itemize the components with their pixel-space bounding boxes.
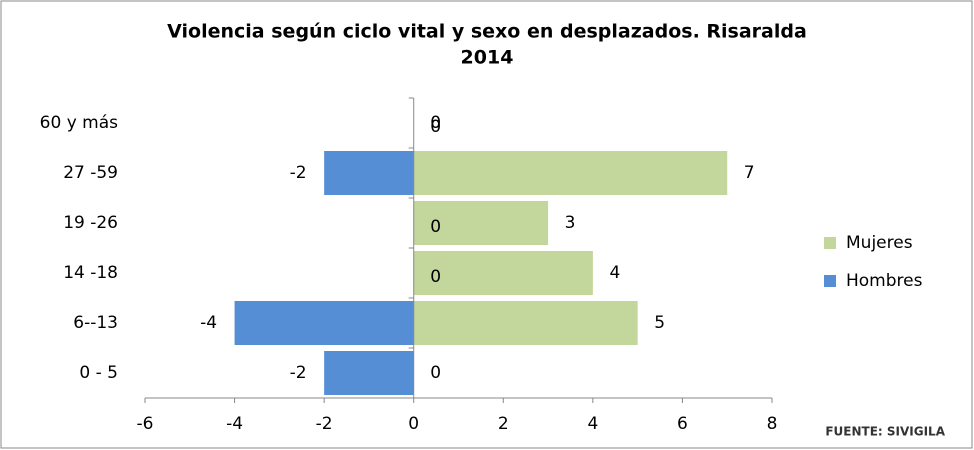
y-tick-label: 19 -26 — [63, 213, 118, 233]
bar — [324, 351, 414, 395]
bar — [413, 151, 728, 195]
x-tick-label: 4 — [587, 414, 598, 434]
legend-swatch — [824, 237, 836, 249]
y-tick-label: 14 -18 — [63, 263, 118, 283]
x-tick-label: 0 — [408, 414, 419, 434]
chart-title: Violencia según ciclo vital y sexo en de… — [167, 21, 807, 43]
data-label: -2 — [290, 163, 307, 183]
data-label: 0 — [430, 363, 441, 383]
data-label: 0 — [430, 113, 441, 133]
x-tick-label: 2 — [498, 414, 509, 434]
legend-label: Mujeres — [846, 233, 913, 253]
data-label: 4 — [609, 263, 620, 283]
x-tick-label: 6 — [677, 414, 688, 434]
source: FUENTE: SIVIGILA — [825, 425, 945, 439]
y-tick-label: 27 -59 — [63, 163, 118, 183]
data-label: 3 — [565, 213, 576, 233]
y-tick-label: 6--13 — [73, 313, 118, 333]
x-tick-label: 8 — [767, 414, 778, 434]
data-label: 0 — [430, 117, 441, 137]
data-label: -4 — [200, 313, 217, 333]
x-tick-label: -2 — [316, 414, 333, 434]
bar — [413, 201, 549, 245]
chart-title: 2014 — [461, 47, 514, 69]
bar — [324, 151, 414, 195]
data-label: -2 — [290, 363, 307, 383]
data-label: 5 — [654, 313, 665, 333]
bar — [413, 251, 593, 295]
data-label: 7 — [744, 163, 755, 183]
bar — [413, 301, 638, 345]
legend-swatch — [824, 275, 836, 287]
x-tick-label: -6 — [137, 414, 154, 434]
data-label: 0 — [430, 217, 441, 237]
bar — [234, 301, 414, 345]
y-tick-label: 0 - 5 — [79, 363, 118, 383]
y-tick-label: 60 y más — [40, 113, 118, 133]
data-label: 0 — [430, 267, 441, 287]
x-tick-label: -4 — [226, 414, 243, 434]
legend-label: Hombres — [846, 271, 923, 291]
